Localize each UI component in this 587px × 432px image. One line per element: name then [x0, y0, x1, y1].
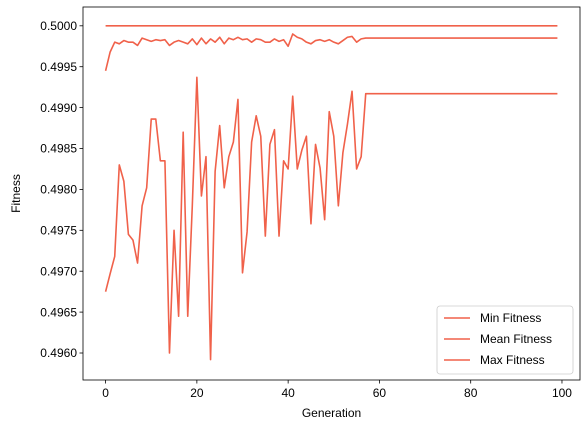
plot-frame [82, 6, 581, 381]
y-axis-label: Fitness [9, 174, 23, 213]
y-tick-label: 0.4980 [40, 183, 77, 197]
series-lines [104, 25, 558, 361]
legend: Min Fitness Mean Fitness Max Fitness [436, 305, 574, 375]
y-tick-label: 0.5000 [40, 19, 77, 33]
y-tick-label: 0.4990 [40, 101, 77, 115]
x-tick-label: 20 [190, 386, 204, 400]
legend-label: Mean Fitness [480, 332, 552, 346]
y-axis: 0.4960 0.4965 0.4970 0.4975 0.4980 0.4985 0.49… [40, 19, 83, 360]
x-tick-label: 40 [281, 386, 295, 400]
series-line-0 [104, 76, 558, 361]
x-tick-label: 100 [552, 386, 572, 400]
y-tick-label: 0.4995 [40, 60, 77, 74]
x-axis: 0 20 40 60 80 100 [102, 380, 572, 400]
x-tick-label: 80 [464, 386, 478, 400]
x-axis-label: Generation [302, 406, 361, 420]
legend-label: Min Fitness [480, 311, 541, 325]
series-line-1 [104, 33, 558, 71]
y-tick-label: 0.4960 [40, 346, 77, 360]
x-tick-label: 0 [102, 386, 109, 400]
y-tick-label: 0.4975 [40, 224, 77, 238]
legend-box [436, 305, 574, 375]
y-tick-label: 0.4985 [40, 142, 77, 156]
y-tick-label: 0.4965 [40, 305, 77, 319]
x-tick-label: 60 [373, 386, 387, 400]
legend-label: Max Fitness [480, 353, 545, 367]
y-tick-label: 0.4970 [40, 264, 77, 278]
